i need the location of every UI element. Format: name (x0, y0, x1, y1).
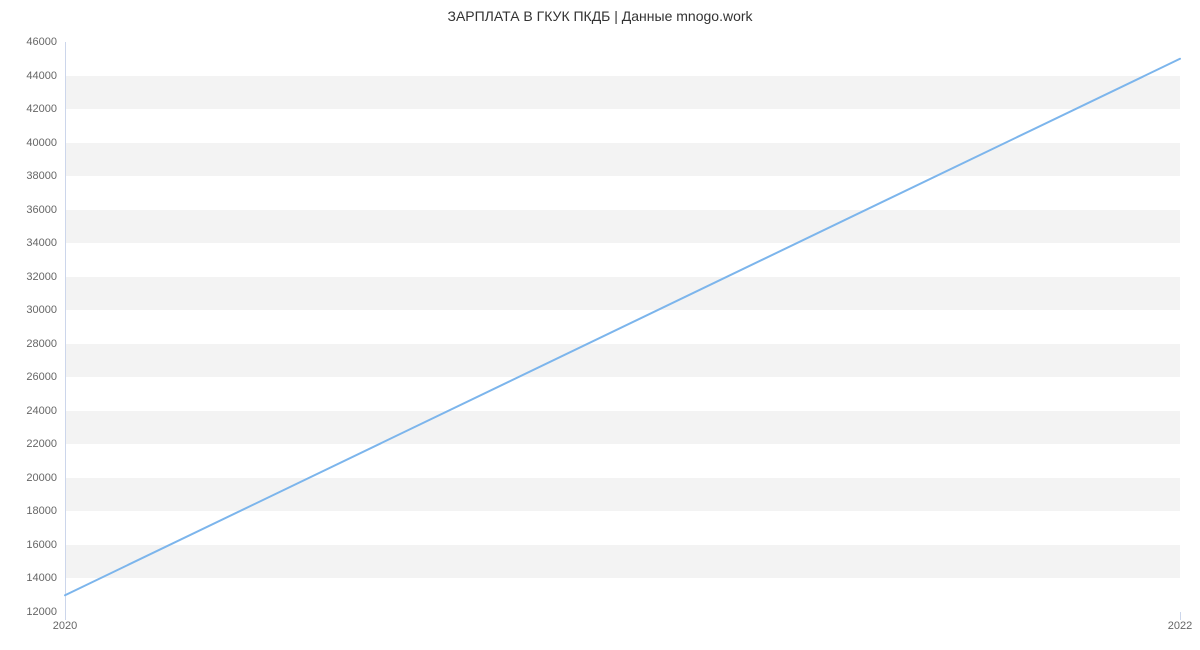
y-tick-label: 34000 (26, 237, 65, 249)
y-tick-label: 16000 (26, 539, 65, 551)
series-layer (65, 42, 1180, 612)
y-tick-label: 22000 (26, 438, 65, 450)
y-tick-label: 24000 (26, 405, 65, 417)
salary-line-chart: ЗАРПЛАТА В ГКУК ПКДБ | Данные mnogo.work… (0, 0, 1200, 650)
plot-area: 1200014000160001800020000220002400026000… (65, 42, 1180, 612)
x-tick-label: 2020 (53, 612, 77, 632)
y-tick-label: 36000 (26, 204, 65, 216)
y-tick-label: 38000 (26, 170, 65, 182)
y-tick-label: 26000 (26, 371, 65, 383)
chart-title: ЗАРПЛАТА В ГКУК ПКДБ | Данные mnogo.work (0, 8, 1200, 24)
series-line-salary (65, 59, 1180, 595)
y-tick-label: 42000 (26, 103, 65, 115)
y-tick-label: 44000 (26, 70, 65, 82)
y-tick-label: 18000 (26, 505, 65, 517)
x-tick-label: 2022 (1168, 612, 1192, 632)
y-tick-label: 30000 (26, 304, 65, 316)
y-tick-label: 20000 (26, 472, 65, 484)
y-tick-label: 32000 (26, 271, 65, 283)
y-tick-label: 46000 (26, 36, 65, 48)
y-tick-label: 14000 (26, 572, 65, 584)
y-tick-label: 40000 (26, 137, 65, 149)
y-tick-label: 28000 (26, 338, 65, 350)
